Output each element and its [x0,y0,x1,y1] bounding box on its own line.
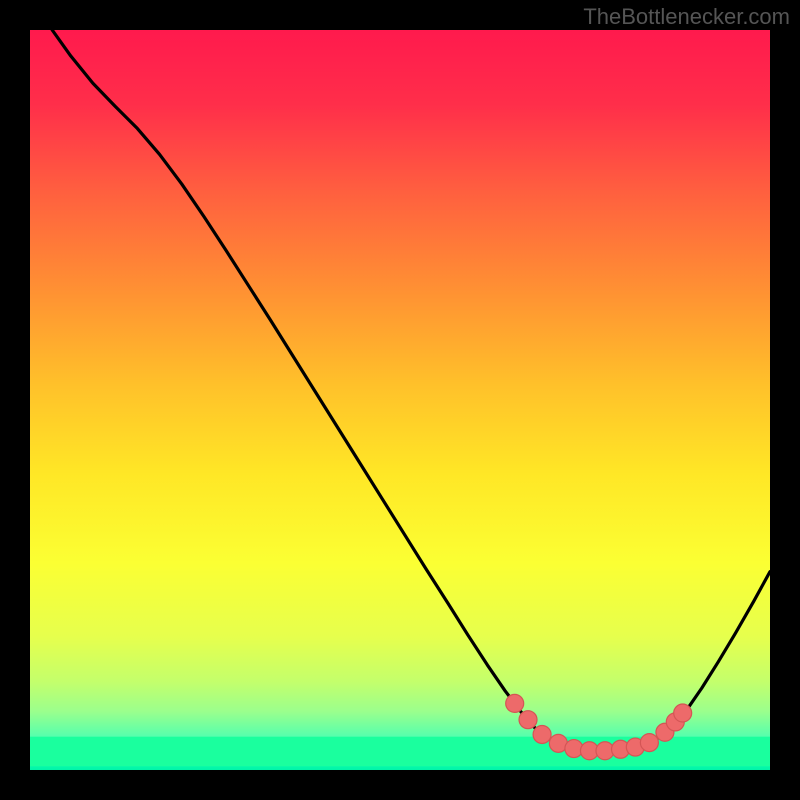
watermark-text: TheBottlenecker.com [583,4,790,30]
bottleneck-chart [30,30,770,770]
curve-marker [519,711,537,729]
chart-green-band [30,737,770,767]
curve-marker [674,704,692,722]
chart-background [30,30,770,770]
curve-marker [506,694,524,712]
curve-marker [640,734,658,752]
chart-container [30,30,770,770]
curve-marker [533,725,551,743]
